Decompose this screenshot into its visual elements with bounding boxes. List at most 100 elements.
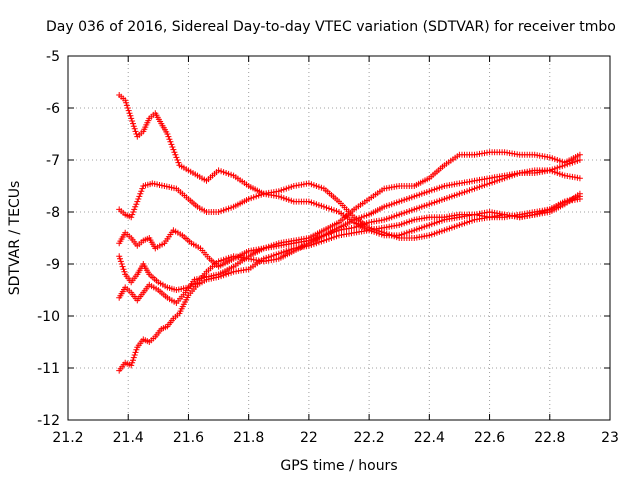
- data-point: [116, 253, 123, 260]
- data-point: [128, 214, 135, 221]
- x-tick-label: 22.2: [354, 430, 385, 446]
- series-sat-6: [116, 196, 583, 374]
- data-point: [128, 362, 135, 369]
- data-point: [172, 151, 179, 158]
- data-point: [401, 196, 408, 203]
- x-tick-label: 21.2: [52, 430, 83, 446]
- data-point: [133, 201, 140, 208]
- data-point: [164, 131, 171, 137]
- data-point: [125, 107, 132, 114]
- data-point: [132, 128, 139, 135]
- data-point: [138, 188, 145, 195]
- data-point: [175, 159, 182, 166]
- data-point: [130, 123, 137, 130]
- x-tick-label: 21.4: [113, 430, 144, 446]
- data-point: [250, 194, 257, 201]
- data-point: [120, 266, 127, 273]
- data-point: [428, 231, 435, 238]
- data-point: [428, 187, 435, 194]
- data-point: [576, 151, 583, 158]
- x-tick-label: 22: [300, 430, 318, 446]
- data-point: [173, 154, 180, 161]
- data-point: [136, 193, 143, 200]
- data-point: [117, 255, 123, 262]
- data-point: [131, 125, 138, 132]
- data-point: [168, 141, 175, 148]
- data-point: [428, 200, 435, 207]
- data-point: [484, 181, 490, 188]
- x-axis-label: GPS time / hours: [280, 458, 397, 474]
- data-point: [123, 102, 130, 109]
- chart-title: Day 036 of 2016, Sidereal Day-to-day VTE…: [46, 19, 616, 35]
- data-point: [165, 133, 172, 140]
- data-point: [132, 203, 139, 210]
- y-tick-label: -8: [46, 205, 60, 221]
- data-point: [576, 175, 583, 182]
- y-axis-label: SDTVAR / TECUs: [7, 181, 23, 296]
- data-point: [127, 112, 134, 119]
- data-point: [126, 110, 133, 117]
- data-point: [139, 185, 146, 192]
- data-point: [428, 221, 435, 228]
- data-point: [133, 131, 140, 137]
- data-point: [167, 138, 174, 145]
- data-point: [401, 220, 408, 227]
- series-sat-4: [116, 157, 583, 293]
- data-point: [576, 196, 583, 202]
- data-point: [130, 120, 136, 127]
- data-point: [166, 136, 173, 143]
- x-tick-label: 22.6: [474, 430, 505, 446]
- y-tick-label: -10: [37, 309, 60, 325]
- data-point: [401, 209, 408, 216]
- data-point: [320, 237, 327, 244]
- data-point: [117, 258, 124, 265]
- grid: [68, 56, 610, 420]
- x-tick-label: 21.8: [233, 430, 264, 446]
- data-point: [134, 198, 141, 205]
- data-point: [123, 99, 130, 106]
- data-point: [129, 118, 136, 124]
- data-point: [121, 268, 128, 275]
- x-tick-label: 22.8: [534, 430, 565, 446]
- data-point: [128, 115, 135, 122]
- x-tick-label: 21.6: [173, 430, 204, 446]
- data-point: [265, 243, 272, 250]
- y-tick-label: -5: [46, 49, 60, 65]
- y-tick-label: -12: [37, 413, 60, 429]
- data-point: [320, 203, 327, 210]
- data-point: [131, 206, 138, 213]
- y-tick-label: -7: [46, 153, 60, 169]
- series-sat-2: [116, 180, 583, 239]
- data-point: [456, 222, 463, 228]
- x-tick-label: 23: [601, 430, 619, 446]
- data-point: [118, 261, 125, 267]
- axis-ticks: 21.2 21.4 21.6 21.8 22 22.2 22.4 22.6 22.8 23 -12 -…: [37, 49, 619, 446]
- data-point: [401, 230, 408, 237]
- plot-frame: [67, 55, 611, 421]
- data-point: [170, 146, 177, 153]
- data-points: [116, 92, 583, 374]
- x-tick-label: 22.4: [414, 430, 445, 446]
- data-point: [133, 346, 140, 353]
- y-tick-label: -6: [46, 101, 60, 117]
- data-point: [119, 263, 126, 270]
- data-point: [265, 254, 272, 261]
- y-tick-label: -11: [37, 361, 60, 377]
- data-point: [135, 196, 142, 202]
- data-point: [132, 349, 139, 356]
- data-point: [376, 230, 383, 237]
- data-point: [171, 149, 178, 156]
- data-point: [124, 105, 131, 111]
- data-point: [129, 359, 136, 366]
- data-point: [137, 190, 144, 197]
- data-point: [169, 144, 176, 150]
- data-point: [131, 352, 138, 358]
- data-point: [130, 209, 137, 215]
- data-point: [456, 190, 463, 197]
- data-point: [122, 97, 129, 104]
- data-point: [174, 157, 181, 163]
- y-tick-label: -9: [46, 257, 60, 273]
- data-point: [130, 357, 136, 364]
- data-point: [576, 157, 583, 163]
